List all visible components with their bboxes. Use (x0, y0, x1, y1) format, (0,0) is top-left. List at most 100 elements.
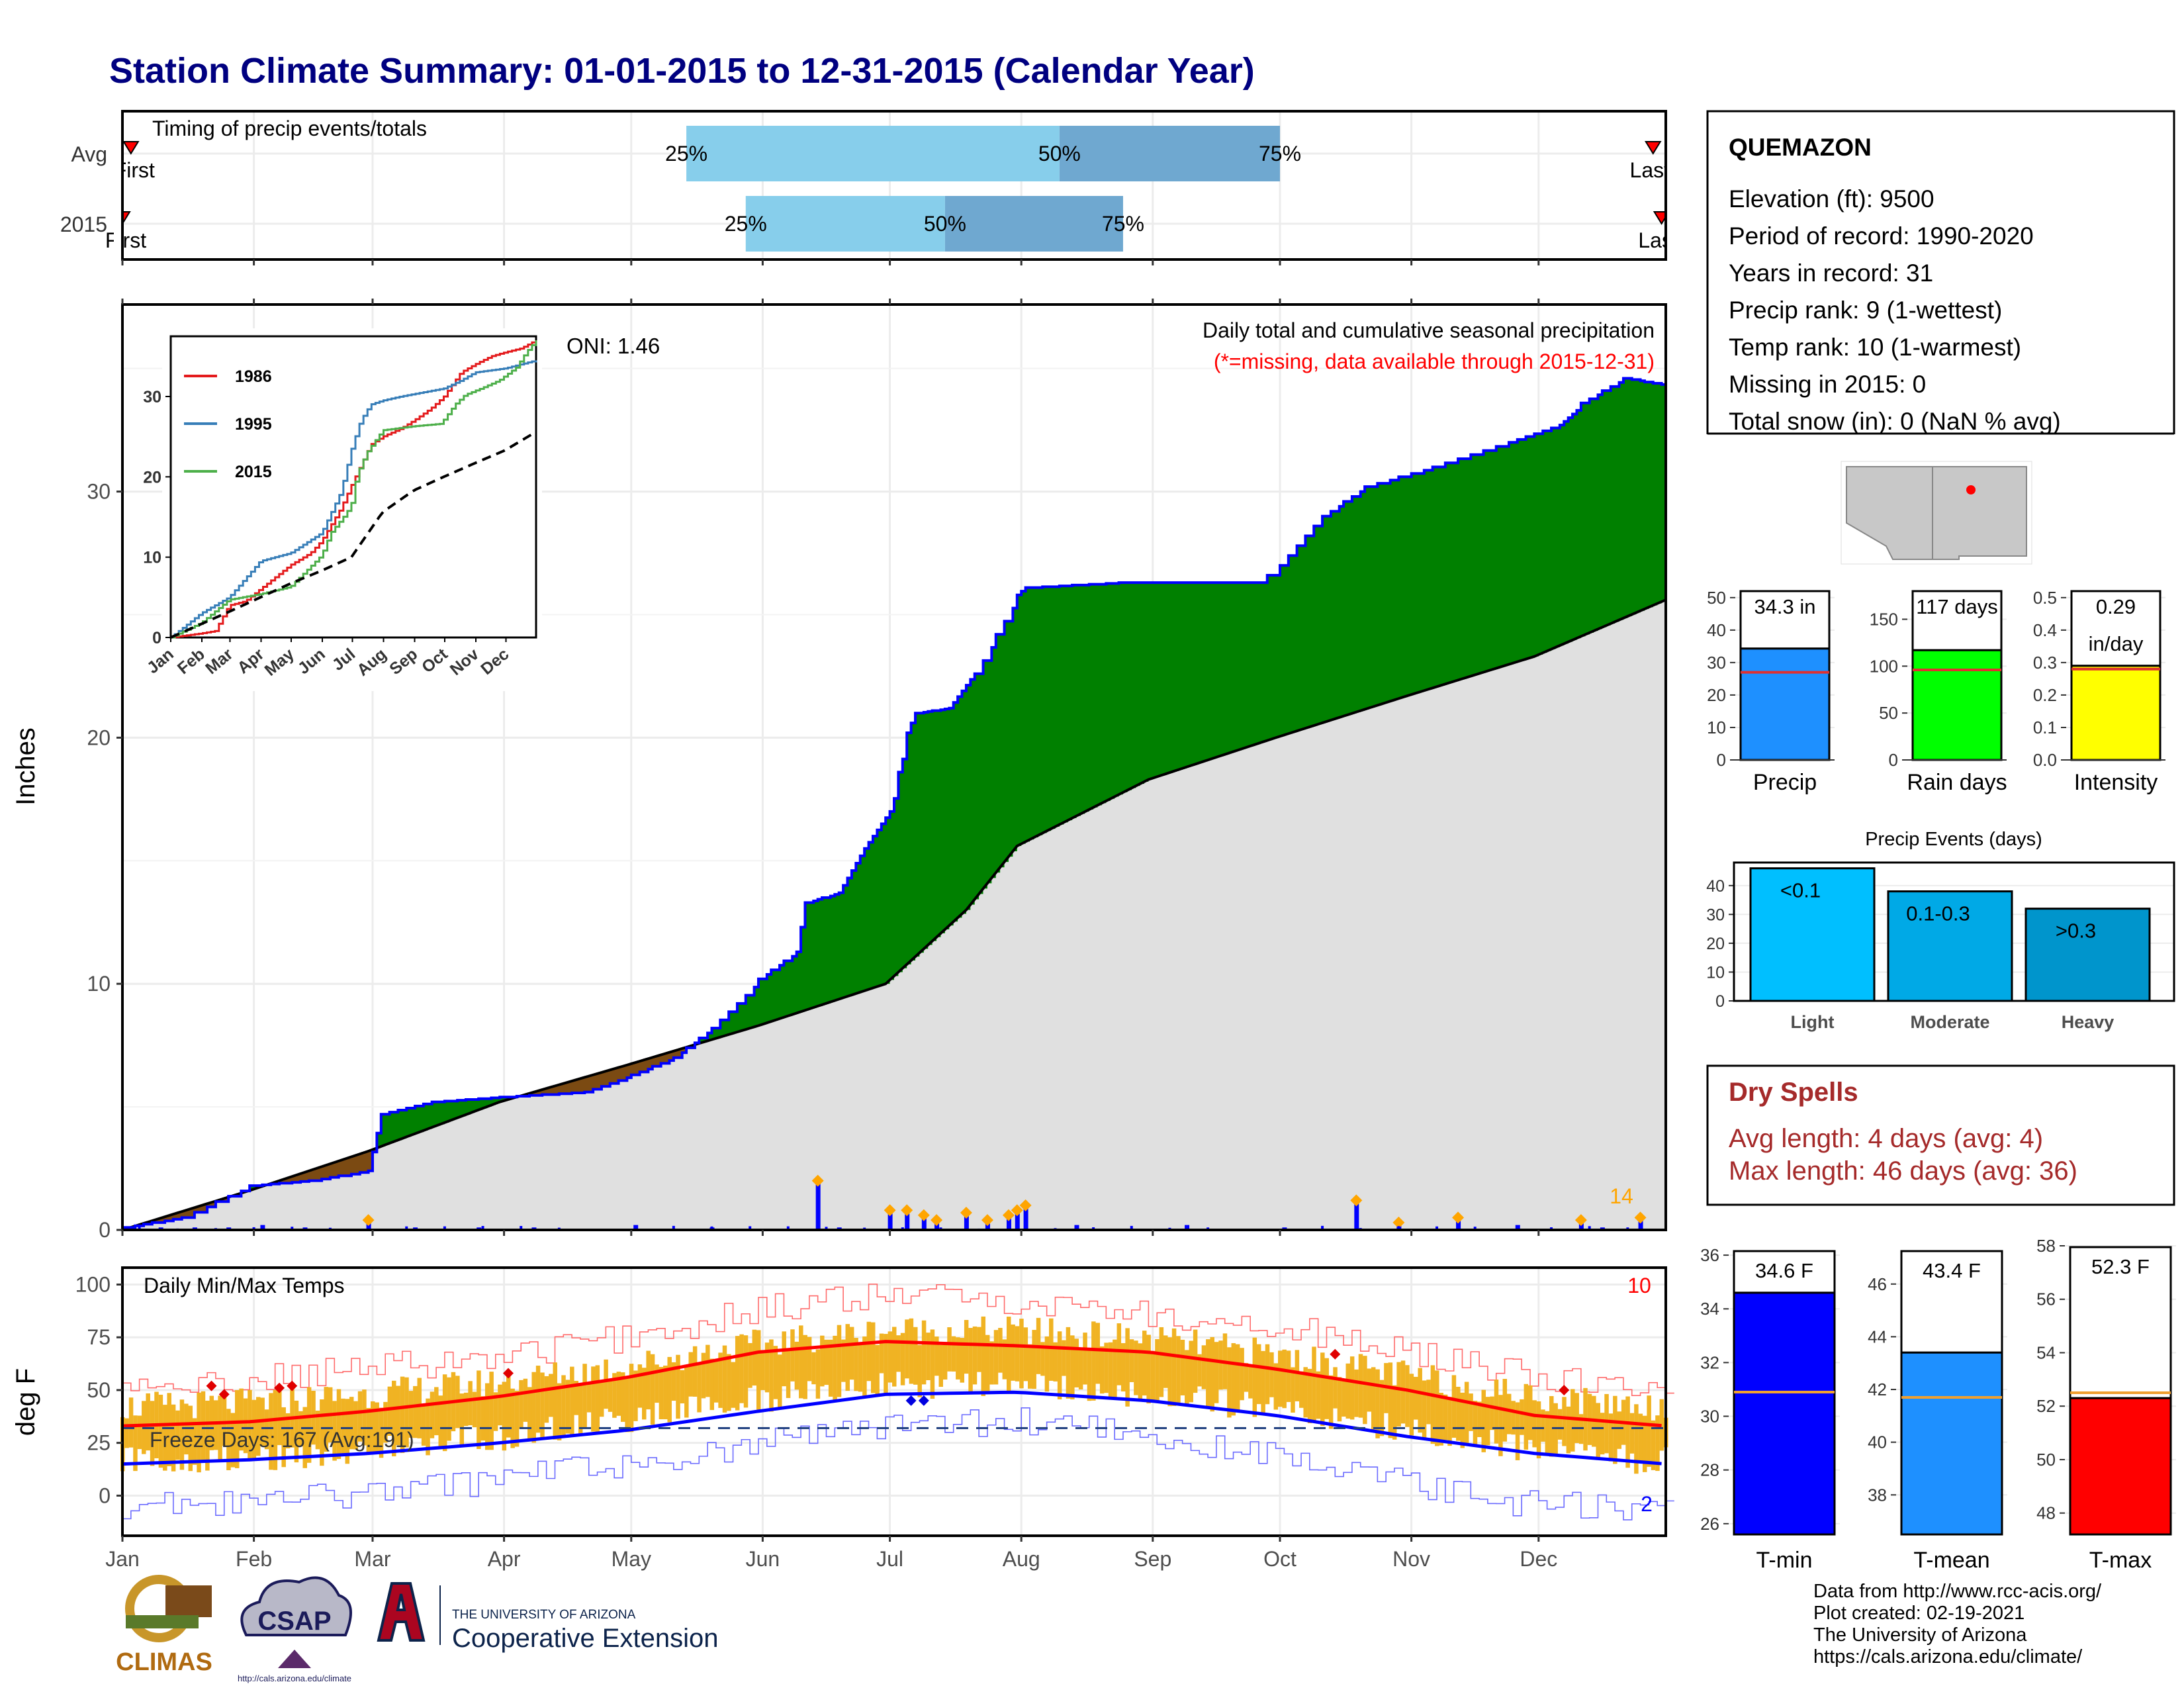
inset-series-line (171, 340, 537, 639)
mini-bar-tick-label: 0.3 (2033, 653, 2057, 673)
daily-temp-range-bar (989, 1341, 994, 1385)
daily-temp-range-bar (917, 1344, 922, 1397)
daily-temp-range-bar (213, 1400, 218, 1450)
temp-bar-value-label: 52.3 F (2091, 1255, 2150, 1278)
logo-strip: CLIMAS CSAP http://cals.arizona.edu/climat… (116, 1575, 718, 1683)
heavy-precip-marker (1350, 1194, 1363, 1207)
daily-temp-range-bar (502, 1382, 507, 1451)
heavy-event-count: 14 (1610, 1184, 1633, 1208)
daily-temp-range-bar (828, 1339, 833, 1397)
daily-temp-range-bar (269, 1393, 273, 1470)
daily-temp-range-bar (1193, 1329, 1198, 1393)
daily-temp-range-bar (273, 1389, 278, 1470)
daily-temp-range-bar (833, 1335, 837, 1401)
daily-temp-range-bar (519, 1380, 523, 1429)
footer-line: Plot created: 02-19-2021 (1813, 1603, 2025, 1624)
heavy-precip-marker (917, 1209, 930, 1221)
daily-precip-bar (1074, 1225, 1079, 1230)
daily-temp-range-bar (1299, 1371, 1304, 1408)
precip-y-axis-label: Inches (11, 727, 40, 806)
daily-temp-range-bar (1095, 1323, 1101, 1384)
daily-temp-range-bar (239, 1388, 244, 1451)
daily-temp-range-bar (1044, 1336, 1050, 1392)
record-low-count: 2 (1641, 1492, 1653, 1516)
daily-temp-range-bar (1566, 1406, 1571, 1454)
daily-temp-range-bar (379, 1407, 384, 1458)
daily-temp-range-bar (1134, 1340, 1138, 1395)
daily-temp-range-bar (1375, 1369, 1380, 1438)
daily-temp-range-bar (960, 1338, 965, 1383)
temp-y-tick-label: 75 (87, 1325, 111, 1349)
daily-temp-range-bar (315, 1411, 320, 1450)
daily-temp-range-bar (1349, 1356, 1355, 1420)
daily-temp-range-bar (179, 1399, 185, 1470)
inset-y-tick-label: 0 (152, 629, 161, 647)
daily-temp-range-bar (277, 1387, 282, 1446)
daily-temp-range-bar (692, 1346, 698, 1397)
mini-bar-tick-label: 0.5 (2033, 588, 2057, 608)
daily-temp-range-bar (1218, 1340, 1223, 1390)
daily-temp-range-bar (1201, 1345, 1206, 1389)
temp-bar-value-label: 43.4 F (1923, 1259, 1981, 1282)
daily-temp-range-bar (514, 1390, 520, 1447)
climas-emblem-block (165, 1585, 212, 1617)
daily-temp-range-bar (764, 1342, 770, 1393)
daily-temp-range-bar (1116, 1323, 1122, 1385)
daily-temp-range-bar (637, 1364, 643, 1408)
daily-temp-range-bar (565, 1380, 570, 1434)
daily-temp-range-bar (650, 1354, 655, 1425)
daily-precip-bar (1588, 1226, 1591, 1230)
temp-y-axis-label: deg F (11, 1368, 40, 1436)
daily-precip-bar (905, 1210, 910, 1230)
daily-temp-range-bar (430, 1391, 435, 1438)
daily-temp-range-bar (1333, 1367, 1338, 1409)
daily-temp-range-bar (1549, 1396, 1554, 1457)
daily-temp-range-bar (586, 1382, 592, 1413)
daily-temp-range-bar (1091, 1321, 1096, 1401)
record-high-marker (1330, 1348, 1341, 1360)
precip-event-bar-label: <0.1 (1780, 879, 1821, 902)
daily-precip-bar (138, 1226, 141, 1230)
daily-temp-range-bar (951, 1336, 956, 1372)
daily-temp-range-bar (320, 1399, 324, 1466)
temp-bar-tick-label: 36 (1700, 1245, 1719, 1265)
daily-temp-range-bar (171, 1404, 176, 1472)
daily-temp-range-bar (1180, 1339, 1185, 1395)
temp-x-tick-label: Aug (1003, 1547, 1040, 1571)
temp-bar-tick-label: 52 (2036, 1396, 2056, 1416)
daily-temp-range-bar (1439, 1393, 1443, 1446)
mini-bar-tick-label: 0.2 (2033, 685, 2057, 705)
timing-label-50: 50% (1038, 142, 1081, 165)
record-min-line (122, 1407, 1674, 1521)
daily-temp-range-bar (1015, 1326, 1020, 1382)
daily-temp-range-bar (713, 1361, 719, 1403)
temp-bar-tick-label: 40 (1868, 1432, 1887, 1452)
daily-temp-range-bar (993, 1330, 999, 1385)
daily-temp-range-bar (557, 1383, 562, 1440)
footer-line: Data from http://www.rcc-acis.org/ (1813, 1581, 2102, 1602)
daily-temp-range-bar (332, 1401, 337, 1461)
daily-temp-range-bar (913, 1327, 918, 1385)
timing-bar-25-50 (745, 196, 945, 252)
temp-x-tick-label: May (612, 1547, 651, 1571)
daily-temp-range-bar (1214, 1342, 1219, 1403)
daily-temp-range-bar (1414, 1376, 1418, 1420)
precip-event-category-label: Moderate (1910, 1012, 1989, 1032)
daily-temp-range-bar (413, 1385, 418, 1438)
daily-temp-range-bar (778, 1354, 782, 1409)
daily-precip-bar (815, 1180, 821, 1230)
daily-temp-range-bar (324, 1387, 329, 1452)
record-max-line (122, 1284, 1674, 1396)
daily-temp-range-bar (981, 1316, 986, 1396)
average-max-line (122, 1340, 1662, 1428)
heavy-precip-marker (1002, 1209, 1015, 1221)
daily-temp-range-bar (629, 1364, 634, 1432)
daily-temp-range-bar (794, 1341, 799, 1390)
daily-temp-range-bar (1422, 1380, 1427, 1438)
precip-y-tick-label: 30 (87, 480, 111, 504)
record-high-marker (206, 1380, 217, 1391)
precip-event-bar (1749, 867, 1876, 1002)
daily-temp-range-bar (1617, 1411, 1622, 1449)
temp-y-tick-label: 0 (99, 1483, 111, 1507)
daily-temp-range-bar (1629, 1413, 1635, 1454)
